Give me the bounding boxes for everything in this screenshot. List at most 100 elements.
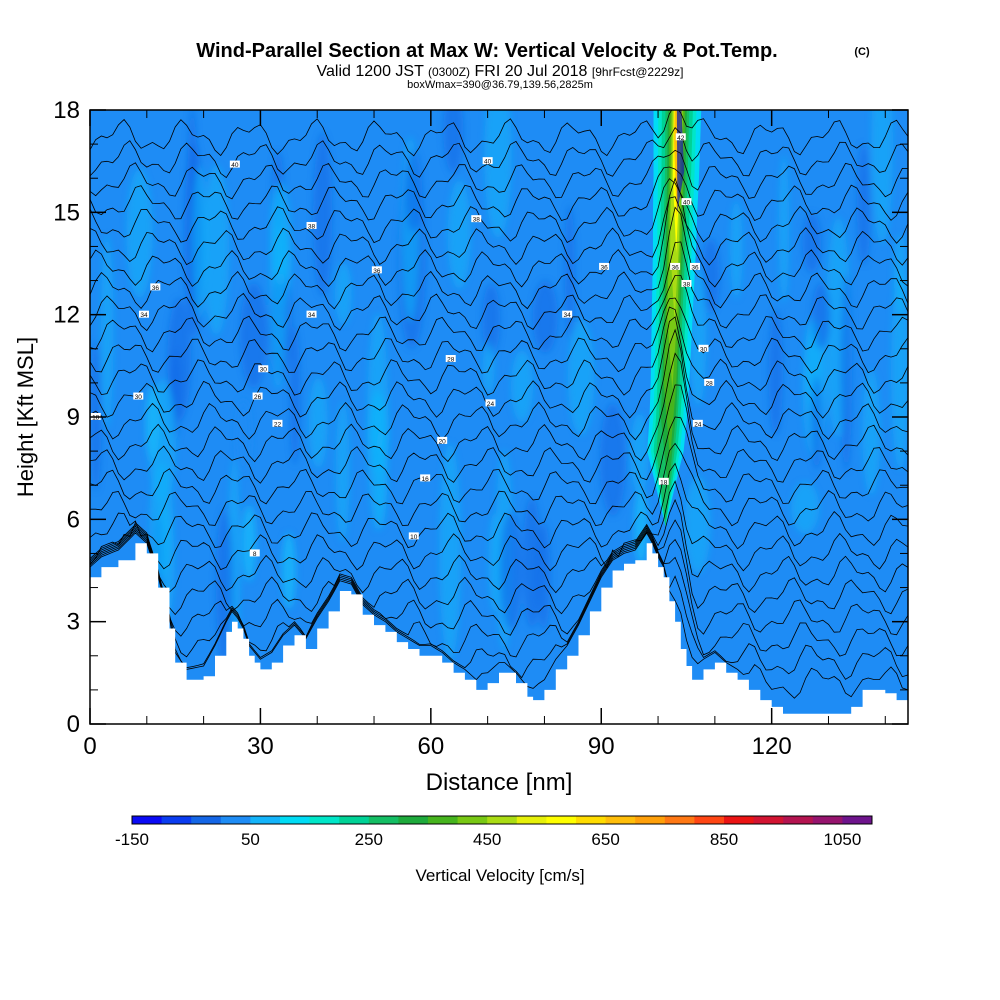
contour-label-box (306, 221, 317, 229)
colorbar-swatch (191, 816, 222, 824)
colorbar-swatch (368, 816, 399, 824)
contour-label: 28 (447, 357, 455, 364)
colorbar-tick-label: 850 (710, 830, 738, 849)
colorbar-swatch (339, 816, 370, 824)
weak-updraft-streak (447, 180, 471, 290)
contour-label: 36 (600, 264, 608, 271)
contour-label: 8 (253, 551, 257, 558)
contour-label-box (704, 378, 715, 386)
weak-downdraft-streak (811, 376, 823, 470)
contour-label: 40 (231, 162, 239, 169)
y-tick-label: 0 (67, 711, 80, 738)
contour-label-box (371, 266, 382, 274)
contour-label: 40 (484, 159, 492, 166)
theta-contour (90, 528, 908, 658)
contour-label: 28 (706, 380, 714, 387)
y-tick-label: 6 (67, 506, 80, 533)
weak-downdraft-streak (499, 512, 522, 630)
weak-updraft-streak (484, 110, 512, 239)
weak-updraft-streak (511, 350, 533, 423)
contour-label-box (681, 198, 692, 206)
colorbar-swatch (783, 816, 814, 824)
contour-label-box (272, 419, 283, 427)
weak-updraft-streak (891, 269, 908, 470)
contour-label-box (562, 310, 573, 318)
contour-label: 42 (677, 135, 685, 142)
theta-contour (90, 196, 908, 266)
contour-label: 18 (92, 415, 100, 422)
contour-label: 36 (671, 264, 679, 271)
colorbar-swatch (309, 816, 340, 824)
contour-label-box (482, 157, 493, 165)
theta-contour (90, 416, 908, 505)
theta-contour (90, 384, 908, 484)
contour-label-box (408, 532, 419, 540)
weak-downdraft-streak (532, 280, 558, 353)
x-tick-label: 90 (588, 733, 615, 760)
theta-contour (90, 527, 908, 637)
colorbar-swatch (664, 816, 695, 824)
colorbar-swatch (605, 816, 636, 824)
subtitle-utc-time: (0300Z) (428, 65, 470, 79)
theta-contour (90, 462, 908, 550)
terrain-mask (90, 543, 908, 724)
contour-label-box (445, 355, 456, 363)
colorbar-swatch (457, 816, 488, 824)
weak-updraft-cell (145, 385, 160, 462)
weak-updraft-streak (791, 481, 820, 534)
contour-label-box (420, 474, 431, 482)
weak-updraft-streak (100, 234, 114, 428)
theta-contour (90, 166, 908, 222)
weak-updraft-cell (236, 399, 251, 476)
theta-contour (90, 127, 908, 179)
weak-downdraft-streak (313, 132, 333, 297)
contour-label-box (229, 160, 240, 168)
contour-label: 38 (473, 217, 481, 224)
contour-label: 26 (254, 394, 262, 401)
colorbar-swatch (694, 816, 725, 824)
chart-subtitle: Valid 1200 JST (0300Z) FRI 20 Jul 2018 [… (317, 63, 684, 80)
chart-title: Wind-Parallel Section at Max W: Vertical… (196, 40, 777, 62)
terrain-layer (90, 543, 908, 724)
weak-updraft-streak (308, 377, 328, 469)
colorbar-swatch (842, 816, 873, 824)
weak-updraft-cell (242, 505, 257, 582)
subtitle-date: FRI 20 Jul 2018 (475, 63, 588, 80)
theta-contour (90, 297, 908, 374)
contour-label: 20 (439, 438, 447, 445)
subtitle-forecast: [9hrFcst@2229z] (592, 65, 684, 79)
weak-updraft-streak (567, 319, 595, 436)
weak-updraft-cell (281, 532, 296, 609)
contour-label: 38 (308, 223, 316, 230)
weak-downdraft-streak (768, 309, 783, 436)
weak-updraft-streak (439, 442, 462, 661)
colorbar-tick-label: 250 (355, 830, 383, 849)
colorbar-swatch (132, 816, 163, 824)
contour-label: 30 (700, 346, 708, 353)
y-tick-label: 9 (67, 404, 80, 431)
colorbar-swatch (250, 816, 281, 824)
theta-contour (90, 177, 908, 288)
contour-label-box (249, 549, 260, 557)
x-tick-label: 120 (752, 733, 792, 760)
contour-label-box (658, 477, 669, 485)
contour-label-box (698, 344, 709, 352)
y-tick-label: 18 (53, 97, 80, 124)
y-tick-label: 3 (67, 609, 80, 636)
colorbar-swatch (516, 816, 547, 824)
contour-label: 34 (564, 312, 572, 319)
contour-label: 10 (410, 534, 418, 541)
colorbar-tick-label: -150 (115, 830, 149, 849)
weak-updraft-streak (335, 401, 350, 542)
colorbar-tick-label: 50 (241, 830, 260, 849)
chart-subtitle-box: boxWmax=390@36.79,139.56,2825m (407, 79, 593, 91)
contour-label-box (138, 310, 149, 318)
colorbar-label: Vertical Velocity [cm/s] (415, 866, 584, 885)
theta-contour (90, 352, 908, 463)
weak-updraft-streak (367, 312, 389, 531)
contour-label-box (689, 262, 700, 270)
contour-label: 30 (135, 394, 143, 401)
contour-label: 36 (691, 264, 699, 271)
contour-label-box (692, 419, 703, 427)
